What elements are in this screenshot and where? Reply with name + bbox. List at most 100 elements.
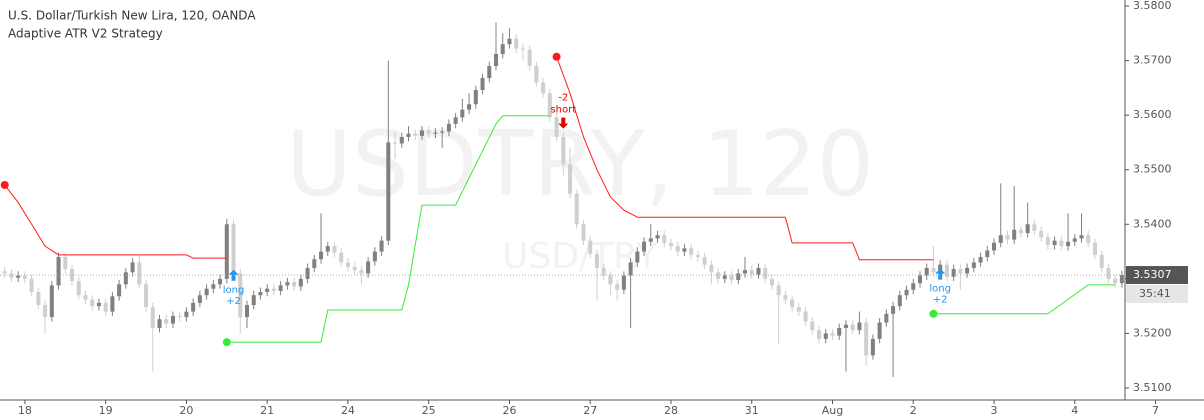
watermark: USDTRY, 120 <box>286 112 874 217</box>
candle-body <box>379 240 384 252</box>
chart-title: U.S. Dollar/Turkish New Lira, 120, OANDA <box>8 9 256 23</box>
candle-body <box>608 275 613 285</box>
candle-body <box>547 93 552 118</box>
candle-body <box>298 278 303 287</box>
candle-body <box>864 322 869 356</box>
candle-body <box>110 296 115 312</box>
stop-start-marker <box>552 52 561 61</box>
candle-body <box>339 252 344 263</box>
candle-body <box>1005 235 1010 240</box>
candle-body <box>90 299 95 307</box>
candle-body <box>480 78 485 91</box>
candle-body <box>419 130 424 136</box>
x-tick-label: Aug <box>822 404 843 417</box>
candle-body <box>534 66 539 83</box>
candle-body <box>998 235 1003 243</box>
candle-body <box>332 246 337 253</box>
x-tick-label: 27 <box>583 404 597 417</box>
x-tick-label: 2 <box>910 404 917 417</box>
candle-body <box>487 66 492 79</box>
x-tick-label: 3 <box>991 404 998 417</box>
candle-body <box>184 311 189 318</box>
candle-body <box>1113 278 1118 284</box>
candle-body <box>305 267 310 279</box>
candle-body <box>150 307 155 328</box>
candle-body <box>635 251 640 263</box>
candle-body <box>709 264 714 273</box>
candle-body <box>763 267 768 279</box>
candle-body <box>157 319 162 328</box>
candle-body <box>648 238 653 242</box>
signal-label: long <box>929 284 951 295</box>
candle-body <box>971 262 976 268</box>
candle-body <box>695 254 700 258</box>
candle-body <box>1018 229 1023 234</box>
candle-body <box>413 133 418 136</box>
candle-body <box>884 313 889 323</box>
candle-body <box>96 302 101 307</box>
y-tick-label: 3.5400 <box>1133 217 1172 230</box>
candle-body <box>319 251 324 260</box>
x-tick-label: 18 <box>18 404 32 417</box>
candle-body <box>568 164 573 194</box>
candle-body <box>500 44 505 55</box>
candle-body <box>554 117 559 137</box>
candle-body <box>662 235 667 243</box>
candle-body <box>164 319 169 324</box>
x-tick-label: 20 <box>179 404 193 417</box>
candle-body <box>211 284 216 289</box>
candle-body <box>668 242 674 247</box>
candle-body <box>278 285 283 291</box>
candle-body <box>325 246 330 252</box>
candle-body <box>16 275 21 278</box>
candle-body <box>850 324 855 331</box>
candle-body <box>43 305 48 318</box>
candle-body <box>911 283 916 290</box>
candle-body <box>978 257 983 263</box>
candle-body <box>224 224 229 279</box>
candle-body <box>1012 229 1017 240</box>
candle-body <box>49 285 54 318</box>
candle-body <box>628 262 633 276</box>
candle-body <box>433 132 438 134</box>
candle-body <box>76 281 81 296</box>
stop-line <box>226 115 550 343</box>
signal-label: long <box>223 285 245 296</box>
candle-body <box>837 327 842 336</box>
candle-body <box>938 264 943 273</box>
stop-start-marker <box>222 338 231 347</box>
candle-body <box>574 193 579 225</box>
candle-body <box>251 295 256 306</box>
candle-body <box>123 272 128 285</box>
stop-start-marker <box>0 180 9 189</box>
strategy-name: Adaptive ATR V2 Strategy <box>8 27 163 41</box>
stop-line <box>556 56 934 261</box>
candle-body <box>103 302 108 312</box>
candle-body <box>992 242 997 251</box>
candle-body <box>144 284 149 308</box>
candle-body <box>561 136 566 165</box>
candle-body <box>924 267 929 276</box>
x-tick-label: 24 <box>341 404 355 417</box>
candle-body <box>615 284 620 290</box>
candle-body <box>312 259 317 268</box>
signal-arrow <box>558 117 569 129</box>
candle-body <box>467 104 472 110</box>
candle-body <box>493 54 499 67</box>
candle-body <box>722 275 727 279</box>
candle-body <box>440 131 445 133</box>
countdown-label: 35:41 <box>1139 287 1171 300</box>
candle-body <box>655 235 660 239</box>
candle-body <box>843 324 848 328</box>
candle-body <box>877 322 882 339</box>
candle-body <box>985 250 990 258</box>
candle-body <box>783 295 788 300</box>
signal-label: short <box>550 105 576 116</box>
candle-body <box>520 48 525 50</box>
candle-body <box>345 262 350 267</box>
candle-body <box>473 90 478 105</box>
signal-arrow <box>228 269 239 281</box>
candle-body <box>830 333 835 336</box>
